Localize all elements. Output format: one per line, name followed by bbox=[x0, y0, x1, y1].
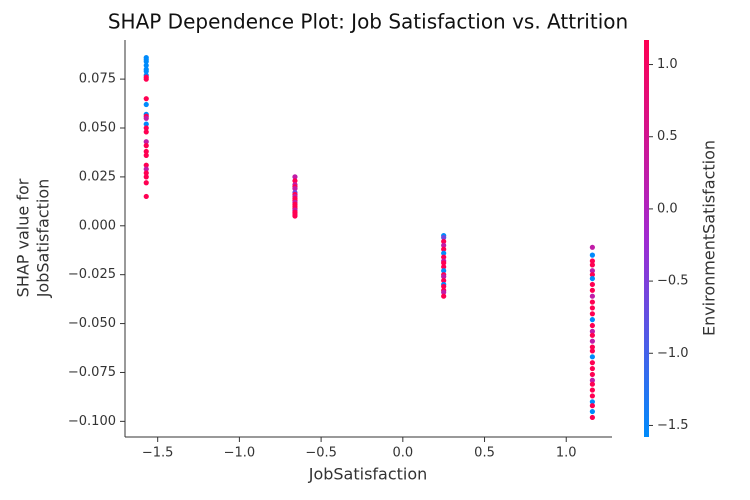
scatter-point bbox=[589, 338, 595, 344]
scatter-point bbox=[589, 252, 595, 258]
scatter-point bbox=[589, 381, 595, 387]
y-tick-label: −0.025 bbox=[68, 267, 116, 282]
scatter-point bbox=[589, 354, 595, 360]
scatter-point bbox=[589, 258, 595, 264]
scatter-point bbox=[143, 121, 149, 127]
y-tick-label: −0.075 bbox=[68, 365, 116, 380]
x-tick-label: −1.0 bbox=[224, 446, 256, 461]
x-tick-label: 1.0 bbox=[556, 446, 577, 461]
x-tick-label: −1.5 bbox=[142, 446, 174, 461]
scatter-point bbox=[589, 262, 595, 268]
colorbar-label: EnvironmentSatisfaction bbox=[700, 140, 719, 336]
scatter-point bbox=[143, 101, 149, 108]
scatter-point bbox=[143, 162, 149, 168]
scatter-point bbox=[589, 332, 595, 338]
scatter-point bbox=[589, 281, 595, 288]
scatter-point bbox=[589, 275, 595, 282]
scatter-point bbox=[441, 293, 447, 299]
scatter-point bbox=[589, 408, 595, 415]
scatter-point bbox=[143, 174, 149, 180]
scatter-point bbox=[143, 115, 149, 121]
colorbar-tick-label: 0.5 bbox=[657, 129, 678, 144]
scatter-point bbox=[143, 76, 149, 82]
y-tick-label: −0.100 bbox=[68, 414, 116, 429]
scatter-point bbox=[143, 170, 149, 176]
scatter-point bbox=[589, 344, 595, 350]
colorbar-tick-label: −1.5 bbox=[657, 418, 689, 433]
scatter-point bbox=[143, 193, 149, 200]
colorbar-tick-label: −0.5 bbox=[657, 274, 689, 289]
scatter-point bbox=[589, 244, 595, 250]
scatter-point bbox=[441, 289, 447, 295]
scatter-point bbox=[589, 299, 595, 305]
scatter-point bbox=[589, 371, 595, 378]
scatter-point bbox=[589, 322, 595, 329]
scatter-point bbox=[589, 287, 595, 293]
scatter-point bbox=[143, 62, 149, 69]
scatter-point bbox=[441, 238, 447, 245]
scatter-point bbox=[589, 403, 595, 409]
x-axis-label: JobSatisfaction bbox=[308, 465, 428, 484]
scatter-point bbox=[589, 399, 595, 405]
scatter-point bbox=[143, 139, 149, 145]
scatter-point bbox=[589, 348, 595, 354]
scatter-point bbox=[292, 213, 298, 219]
scatter-point bbox=[589, 414, 595, 421]
scatter-point bbox=[589, 393, 595, 399]
x-tick-label: −0.5 bbox=[305, 446, 337, 461]
x-tick-label: 0.5 bbox=[474, 446, 495, 461]
scatter-point bbox=[292, 174, 298, 180]
scatter-point bbox=[292, 178, 298, 184]
scatter-point bbox=[589, 293, 595, 299]
scatter-point bbox=[589, 387, 595, 393]
scatter-point bbox=[143, 129, 149, 135]
scatter-point bbox=[143, 143, 149, 149]
chart-title: SHAP Dependence Plot: Job Satisfaction v… bbox=[108, 10, 628, 34]
scatter-point bbox=[441, 234, 447, 241]
scatter-point bbox=[441, 254, 447, 260]
x-tick-label: 0.0 bbox=[392, 446, 413, 461]
scatter-point bbox=[143, 125, 149, 131]
scatter-point bbox=[143, 152, 149, 158]
scatter-point bbox=[441, 264, 447, 270]
scatter-point bbox=[589, 311, 595, 317]
colorbar-tick-label: −1.0 bbox=[657, 346, 689, 361]
colorbar-tick-label: 1.0 bbox=[657, 57, 678, 72]
scatter-point bbox=[143, 58, 149, 65]
scatter-point bbox=[143, 166, 149, 172]
scatter-point bbox=[441, 277, 447, 284]
y-tick-label: −0.050 bbox=[68, 316, 116, 331]
y-axis-label: SHAP value for bbox=[14, 178, 33, 297]
scatter-point bbox=[143, 180, 149, 186]
scatter-point bbox=[589, 272, 595, 278]
y-tick-label: 0.050 bbox=[79, 121, 116, 136]
scatter-point bbox=[441, 274, 447, 280]
scatter-point bbox=[589, 317, 595, 323]
scatter-point bbox=[292, 186, 298, 192]
scatter-point bbox=[441, 260, 447, 266]
scatter-point bbox=[589, 305, 595, 311]
y-axis-label: JobSatisfaction bbox=[34, 179, 53, 299]
y-tick-label: 0.000 bbox=[79, 218, 116, 233]
scatter-point bbox=[441, 283, 447, 290]
y-tick-label: 0.075 bbox=[79, 72, 116, 87]
scatter-point bbox=[589, 365, 595, 372]
y-tick-label: 0.025 bbox=[79, 169, 116, 184]
scatter-point bbox=[589, 377, 595, 383]
scatter-point bbox=[143, 68, 149, 74]
scatter-point bbox=[441, 242, 447, 248]
scatter-point bbox=[143, 148, 149, 155]
scatter-point bbox=[589, 268, 595, 274]
scatter-point bbox=[441, 268, 447, 274]
colorbar-tick-label: 0.0 bbox=[657, 201, 678, 216]
colorbar bbox=[644, 40, 649, 437]
scatter-point bbox=[143, 96, 149, 102]
scatter-point bbox=[441, 246, 447, 252]
scatter-point bbox=[589, 360, 595, 366]
scatter-point bbox=[441, 250, 447, 256]
scatter-point bbox=[589, 328, 595, 334]
